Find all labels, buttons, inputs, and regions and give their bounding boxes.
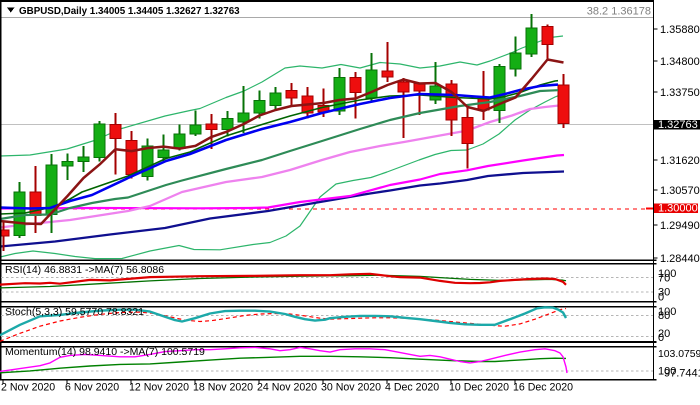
svg-text:100: 100 bbox=[658, 366, 676, 378]
svg-text:1.33750: 1.33750 bbox=[660, 87, 700, 99]
svg-text:1.34800: 1.34800 bbox=[660, 56, 700, 68]
svg-text:97.7441: 97.7441 bbox=[664, 368, 700, 380]
svg-text:100: 100 bbox=[658, 306, 676, 318]
svg-text:0: 0 bbox=[658, 291, 664, 303]
svg-text:103.0759: 103.0759 bbox=[658, 349, 700, 360]
svg-text:1.30000: 1.30000 bbox=[658, 203, 698, 215]
svg-text:80: 80 bbox=[658, 310, 670, 322]
svg-text:70: 70 bbox=[658, 273, 670, 285]
svg-text:30 Nov 2020: 30 Nov 2020 bbox=[321, 382, 381, 394]
svg-text:2 Nov 2020: 2 Nov 2020 bbox=[1, 382, 55, 394]
svg-text:Momentum(14) 98.9410 ->MA(7): Momentum(14) 98.9410 ->MA(7) 100.5719 bbox=[5, 346, 205, 358]
svg-text:38.2 1.36178: 38.2 1.36178 bbox=[587, 6, 651, 18]
svg-text:100: 100 bbox=[658, 268, 676, 280]
svg-text:1.31620: 1.31620 bbox=[660, 155, 700, 167]
svg-text:1.35880: 1.35880 bbox=[660, 24, 700, 36]
svg-text:1.32763: 1.32763 bbox=[658, 119, 698, 131]
svg-text:20: 20 bbox=[658, 328, 670, 340]
svg-text:16 Dec 2020: 16 Dec 2020 bbox=[513, 382, 573, 394]
svg-text:6 Nov 2020: 6 Nov 2020 bbox=[65, 382, 119, 394]
svg-text:1.30570: 1.30570 bbox=[660, 185, 700, 197]
svg-text:24 Nov 2020: 24 Nov 2020 bbox=[257, 382, 317, 394]
svg-text:10 Dec 2020: 10 Dec 2020 bbox=[449, 382, 509, 394]
svg-text:18 Nov 2020: 18 Nov 2020 bbox=[193, 382, 253, 394]
svg-text:0: 0 bbox=[658, 332, 664, 344]
svg-text:Stoch(5,3,3) 59.5770 78.8321: Stoch(5,3,3) 59.5770 78.8321 bbox=[5, 306, 144, 318]
svg-text:1.29490: 1.29490 bbox=[660, 220, 700, 232]
svg-text:30: 30 bbox=[658, 287, 670, 299]
svg-text:1.28440: 1.28440 bbox=[660, 253, 700, 265]
svg-text:12 Nov 2020: 12 Nov 2020 bbox=[129, 382, 189, 394]
svg-text:RSI(14) 46.8831 ->MA(7) 56.80: RSI(14) 46.8831 ->MA(7) 56.8086 bbox=[5, 264, 164, 276]
svg-text:GBPUSD,Daily 1.34005 1.34405: GBPUSD,Daily 1.34005 1.34405 1.32627 1.3… bbox=[19, 6, 240, 17]
svg-text:4 Dec 2020: 4 Dec 2020 bbox=[385, 382, 439, 394]
